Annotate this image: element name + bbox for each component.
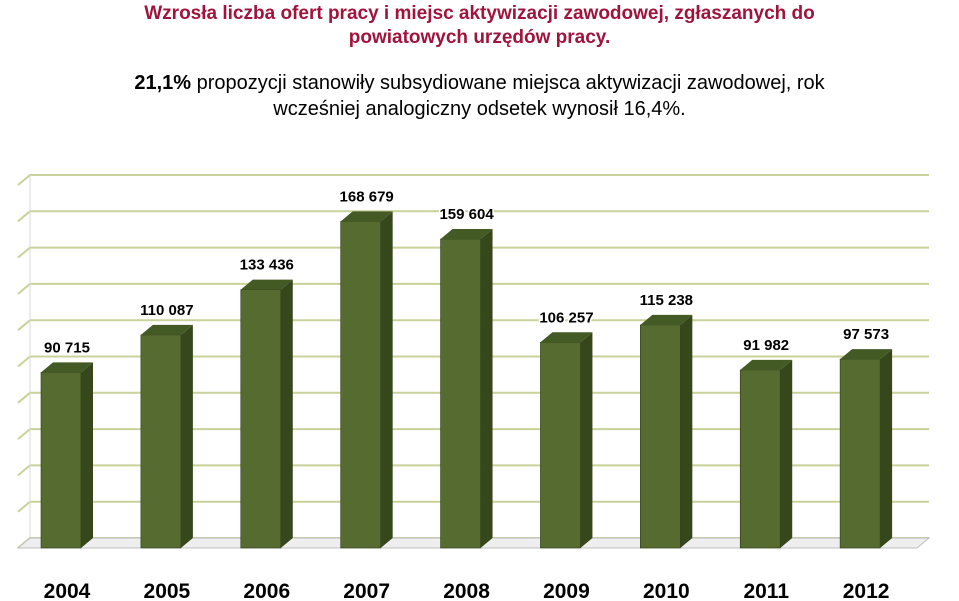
- bar-2009: [540, 332, 593, 549]
- data-label: 110 087: [140, 302, 193, 319]
- data-label: 159 604: [439, 206, 494, 223]
- subtitle-line-2: wcześniej analogiczny odsetek wynosił 16…: [273, 98, 686, 120]
- bar-side: [580, 332, 593, 548]
- data-labels: 90 715 110 087 133 436 168 679 159 604 106 25…: [43, 187, 891, 358]
- bar-front: [839, 358, 881, 549]
- chart-subtitle: 21,1% propozycji stanowiły subsydiowane …: [0, 70, 959, 122]
- bar-2012: [839, 349, 893, 549]
- bar-2007: [340, 211, 393, 549]
- data-label: 91 982: [743, 337, 789, 354]
- x-tick-label: 2005: [144, 580, 191, 601]
- gridline: [17, 174, 929, 186]
- bar-2006: [240, 279, 293, 549]
- bar-side: [480, 229, 493, 548]
- subtitle-percentage: 21,1%: [134, 72, 192, 94]
- bar-side: [680, 314, 693, 548]
- chart-title: Wzrosła liczba ofert pracy i miejsc akty…: [0, 2, 959, 50]
- bar-2011: [739, 359, 793, 549]
- x-tick-label: 2010: [643, 580, 690, 601]
- x-axis-tick-labels: 2004 2005 2006 2007 2008 2009 2010 2011 2012: [44, 580, 890, 601]
- x-tick-label: 2004: [44, 580, 91, 601]
- bar-side: [180, 324, 193, 548]
- bar-top: [440, 229, 493, 240]
- bar-front: [140, 334, 182, 549]
- bar-2005: [140, 324, 193, 549]
- x-tick-label: 2008: [443, 580, 490, 601]
- bar-chart: 90 715 110 087 133 436 168 679 159 604 106 25…: [16, 174, 931, 601]
- x-tick-label: 2012: [843, 580, 890, 601]
- data-label: 90 715: [44, 339, 90, 356]
- bar-front: [40, 372, 82, 549]
- bar-top: [540, 332, 593, 343]
- bar-side: [880, 349, 893, 548]
- bar-front: [440, 238, 481, 549]
- data-label: 168 679: [340, 188, 394, 205]
- bar-top: [340, 211, 393, 222]
- subtitle-line-1: 21,1% propozycji stanowiły subsydiowane …: [0, 70, 959, 96]
- bar-front: [540, 341, 581, 549]
- bar-side: [780, 359, 793, 548]
- title-line-1: Wzrosła liczba ofert pracy i miejsc akty…: [144, 3, 815, 24]
- data-label: 115 238: [640, 292, 693, 309]
- bar-top: [41, 362, 93, 373]
- bar-top: [140, 324, 193, 335]
- data-label: 97 573: [843, 326, 889, 343]
- x-tick-label: 2006: [243, 580, 290, 601]
- bar-2010: [640, 314, 693, 549]
- x-tick-label: 2007: [343, 580, 390, 601]
- x-tick-label: 2011: [743, 580, 789, 601]
- data-label: 106 257: [539, 309, 593, 326]
- bar-front: [640, 324, 681, 549]
- bar-front: [240, 289, 282, 549]
- bar-front: [739, 369, 781, 549]
- title-line-2: powiatowych urzędów pracy.: [348, 27, 611, 48]
- bar-side: [380, 211, 393, 549]
- bars: [40, 211, 893, 549]
- bar-2004: [40, 362, 93, 549]
- subtitle-text-1: propozycji stanowiły subsydiowane miejsc…: [191, 72, 825, 94]
- data-label: 133 436: [240, 257, 294, 274]
- bar-side: [280, 279, 293, 548]
- bar-top: [840, 349, 893, 360]
- bar-top: [740, 359, 793, 370]
- bar-top: [240, 279, 293, 290]
- bar-side: [81, 362, 93, 548]
- bar-top: [640, 314, 693, 325]
- bar-front: [340, 221, 381, 549]
- bar-2008: [440, 229, 493, 549]
- x-tick-label: 2009: [543, 580, 590, 601]
